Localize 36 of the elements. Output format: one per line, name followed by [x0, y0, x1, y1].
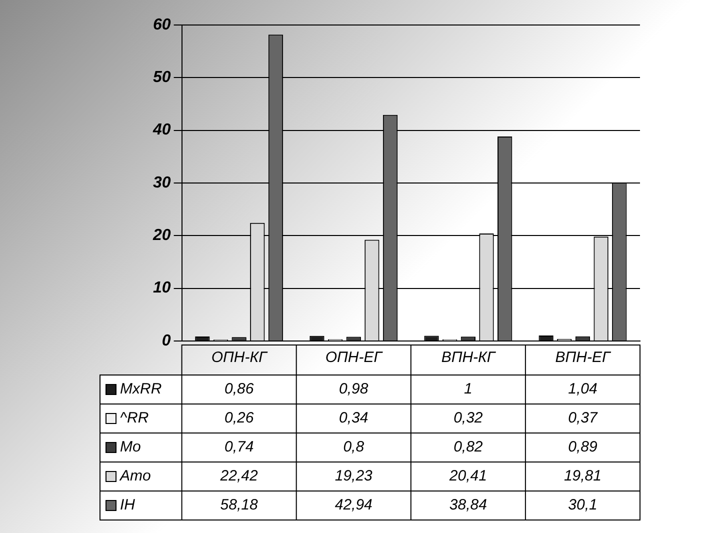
data-label: 19,81: [564, 468, 602, 485]
data-label: 1: [464, 380, 472, 398]
data-label: 30,1: [568, 496, 598, 514]
y-tick-label: 20: [152, 227, 171, 244]
y-tick-label: 50: [153, 69, 171, 86]
data-label: 38,84: [449, 496, 487, 514]
x-tick-label: ОПН-ЕГ: [325, 349, 384, 366]
y-tick-label: 30: [153, 174, 171, 192]
data-label: 42,94: [334, 496, 372, 514]
x-tick-label: ВПН-КГ: [441, 349, 497, 366]
data-label: 0,89: [568, 438, 598, 456]
data-label: 0,34: [339, 410, 368, 427]
data-label: 0,74: [224, 438, 254, 456]
data-label: 0,8: [343, 438, 365, 456]
legend-label: IH: [120, 496, 136, 514]
x-tick-label: ОПН-КГ: [211, 349, 269, 366]
data-label: 58,18: [220, 496, 258, 514]
legend-label: Amo: [119, 468, 151, 485]
data-label: 0,37: [568, 410, 598, 427]
legend-label: MxRR: [120, 380, 162, 398]
legend-label: Mo: [120, 438, 141, 456]
y-tick-label: 40: [152, 122, 171, 139]
data-label: 0,26: [224, 410, 254, 427]
data-label: 20,41: [448, 468, 487, 485]
data-label: 22,42: [219, 468, 258, 485]
legend-label: ^RR: [120, 410, 149, 427]
data-label: 0,86: [224, 380, 254, 398]
data-label: 0,32: [454, 410, 484, 427]
x-tick-label: ВПН-ЕГ: [555, 349, 612, 366]
data-label: 1,04: [568, 380, 598, 398]
data-label: 0,82: [454, 438, 484, 456]
y-tick-label: 10: [153, 280, 171, 297]
data-label: 19,23: [334, 468, 374, 485]
y-tick-label: 0: [162, 332, 171, 350]
data-label: 0,98: [339, 380, 369, 398]
y-tick-label: 60: [153, 16, 171, 34]
